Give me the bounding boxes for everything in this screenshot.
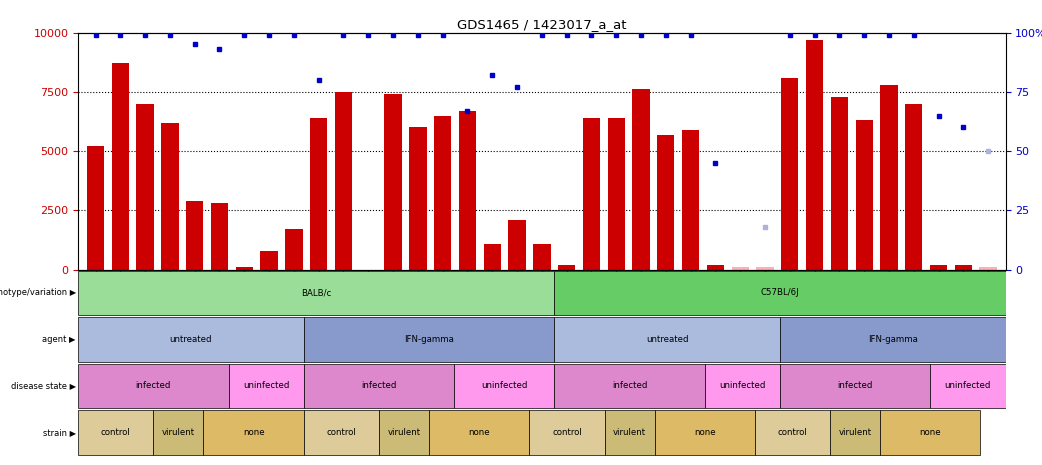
Text: uninfected: uninfected (945, 381, 991, 391)
Text: none: none (468, 428, 490, 437)
Bar (830, 410, 880, 455)
Bar (235, 267, 253, 270)
Bar (187, 201, 203, 270)
Text: infected: infected (838, 381, 873, 391)
Text: BALB/c: BALB/c (301, 288, 331, 298)
Bar (554, 317, 780, 362)
Bar (929, 265, 947, 270)
Bar (880, 410, 981, 455)
Bar (153, 410, 203, 455)
Bar (454, 364, 554, 408)
Text: virulent: virulent (388, 428, 421, 437)
Bar (905, 104, 922, 270)
Text: strain ▶: strain ▶ (43, 428, 76, 437)
Bar (86, 146, 104, 270)
Text: virulent: virulent (613, 428, 646, 437)
Text: virulent: virulent (162, 428, 195, 437)
Bar (78, 317, 303, 362)
Text: infected: infected (362, 381, 397, 391)
Bar (309, 118, 327, 270)
Text: uninfected: uninfected (719, 381, 766, 391)
Bar (529, 410, 604, 455)
Text: control: control (552, 428, 581, 437)
Bar (604, 410, 654, 455)
Text: infected: infected (135, 381, 171, 391)
Bar (137, 104, 154, 270)
Bar (855, 120, 873, 270)
Bar (303, 364, 454, 408)
Bar (756, 267, 773, 270)
Bar (410, 127, 426, 270)
Bar (754, 410, 830, 455)
Bar (805, 40, 823, 270)
Bar (979, 267, 997, 270)
Bar (681, 130, 699, 270)
Bar (228, 364, 303, 408)
Bar (303, 410, 379, 455)
Bar (260, 251, 278, 270)
Text: uninfected: uninfected (243, 381, 290, 391)
Bar (210, 203, 228, 270)
Bar (203, 410, 303, 455)
Bar (731, 267, 749, 270)
Bar (334, 92, 352, 270)
Bar (954, 265, 972, 270)
Bar (554, 271, 1006, 315)
Text: uninfected: uninfected (481, 381, 527, 391)
Bar (286, 229, 302, 270)
Text: untreated: untreated (170, 335, 213, 344)
Title: GDS1465 / 1423017_a_at: GDS1465 / 1423017_a_at (457, 19, 626, 31)
Text: none: none (243, 428, 265, 437)
Bar (483, 244, 501, 270)
Text: untreated: untreated (646, 335, 689, 344)
Text: control: control (326, 428, 356, 437)
Bar (162, 123, 178, 270)
Text: C57BL/6J: C57BL/6J (761, 288, 799, 298)
Bar (582, 118, 600, 270)
Text: none: none (694, 428, 716, 437)
Bar (508, 220, 526, 270)
Bar (607, 118, 625, 270)
Text: IFN-gamma: IFN-gamma (868, 335, 918, 344)
Bar (632, 89, 650, 270)
Bar (931, 364, 1006, 408)
Bar (654, 410, 754, 455)
Text: virulent: virulent (839, 428, 872, 437)
Text: control: control (101, 428, 130, 437)
Bar (384, 94, 402, 270)
Text: control: control (777, 428, 808, 437)
Bar (379, 410, 429, 455)
Bar (658, 134, 674, 270)
Bar (534, 244, 550, 270)
Bar (706, 265, 724, 270)
Text: agent ▶: agent ▶ (43, 335, 76, 344)
Text: genotype/variation ▶: genotype/variation ▶ (0, 288, 76, 298)
Bar (880, 85, 897, 270)
Bar (111, 63, 129, 270)
Bar (782, 78, 798, 270)
Text: disease state ▶: disease state ▶ (10, 381, 76, 391)
Bar (554, 364, 704, 408)
Bar (830, 97, 848, 270)
Bar (429, 410, 529, 455)
Bar (704, 364, 780, 408)
Bar (780, 364, 931, 408)
Text: none: none (919, 428, 941, 437)
Bar (78, 364, 228, 408)
Bar (78, 271, 554, 315)
Bar (458, 111, 476, 270)
Text: IFN-gamma: IFN-gamma (404, 335, 454, 344)
Text: infected: infected (612, 381, 647, 391)
Bar (303, 317, 554, 362)
Bar (433, 116, 451, 270)
Bar (557, 265, 575, 270)
Bar (78, 410, 153, 455)
Bar (780, 317, 1006, 362)
